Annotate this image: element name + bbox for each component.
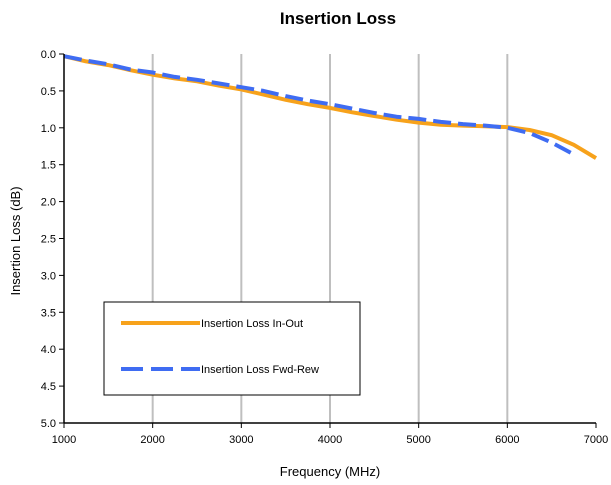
x-tick-label-2: 3000: [229, 434, 253, 446]
y-tick-label-3: 1.5: [41, 160, 56, 172]
y-tick-label-10: 5.0: [41, 418, 56, 430]
tick-labels: 0.0 0.5 1.0 1.5 2.0 2.5 3.0 3.5 4.0 4.5 5.0 1000 200…: [41, 49, 609, 446]
x-tick-label-4: 5000: [406, 434, 430, 446]
y-tick-label-6: 3.0: [41, 270, 56, 282]
y-tick-label-5: 2.5: [41, 234, 56, 246]
y-tick-label-9: 4.5: [41, 381, 56, 393]
y-tick-label-1: 0.5: [41, 86, 56, 98]
x-tick-label-3: 4000: [318, 434, 342, 446]
y-tick-label-7: 3.5: [41, 307, 56, 319]
chart-title: Insertion Loss: [280, 9, 396, 28]
x-tick-label-0: 1000: [52, 434, 76, 446]
legend-label-in-out: Insertion Loss In-Out: [201, 318, 303, 330]
legend-box: [103, 301, 361, 396]
y-tick-label-0: 0.0: [41, 49, 56, 61]
y-tick-label-2: 1.0: [41, 123, 56, 135]
y-tick-label-8: 4.0: [41, 344, 56, 356]
legend: Insertion Loss In-Out Insertion Loss Fwd…: [103, 301, 361, 396]
x-axis-label: Frequency (MHz): [280, 464, 380, 479]
x-tick-label-1: 2000: [140, 434, 164, 446]
y-axis-label: Insertion Loss (dB): [8, 186, 23, 295]
series-line-1: [63, 54, 575, 157]
y-tick-label-4: 2.0: [41, 197, 56, 209]
series-layer: [63, 54, 598, 160]
x-tick-label-6: 7000: [584, 434, 608, 446]
legend-label-fwd-rew: Insertion Loss Fwd-Rew: [201, 364, 319, 376]
axes: [59, 53, 597, 428]
x-tick-label-5: 6000: [495, 434, 519, 446]
series-line-0: [63, 54, 598, 160]
